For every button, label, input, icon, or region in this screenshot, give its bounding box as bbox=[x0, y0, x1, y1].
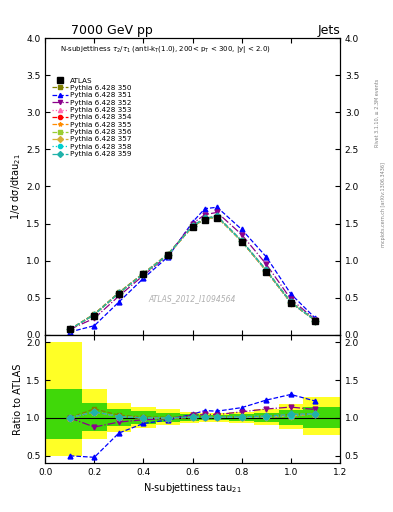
Text: ATLAS_2012_I1094564: ATLAS_2012_I1094564 bbox=[149, 294, 236, 304]
Legend: ATLAS, Pythia 6.428 350, Pythia 6.428 351, Pythia 6.428 352, Pythia 6.428 353, P: ATLAS, Pythia 6.428 350, Pythia 6.428 35… bbox=[52, 77, 131, 157]
Y-axis label: 1/σ dσ/dtau$_{21}$: 1/σ dσ/dtau$_{21}$ bbox=[9, 153, 23, 220]
Y-axis label: Ratio to ATLAS: Ratio to ATLAS bbox=[13, 364, 23, 435]
Text: 7000 GeV pp: 7000 GeV pp bbox=[71, 24, 152, 37]
Text: Jets: Jets bbox=[317, 24, 340, 37]
Text: mcplots.cern.ch [arXiv:1306.3436]: mcplots.cern.ch [arXiv:1306.3436] bbox=[381, 162, 386, 247]
X-axis label: N-subjettiness tau$_{21}$: N-subjettiness tau$_{21}$ bbox=[143, 481, 242, 496]
Text: Rivet 3.1.10, ≥ 2.3M events: Rivet 3.1.10, ≥ 2.3M events bbox=[375, 78, 380, 147]
Text: N-subjettiness $\tau_2/\tau_1$ (anti-k$_\mathrm{T}$(1.0), 200< p$_\mathrm{T}$ < : N-subjettiness $\tau_2/\tau_1$ (anti-k$_… bbox=[60, 45, 271, 55]
